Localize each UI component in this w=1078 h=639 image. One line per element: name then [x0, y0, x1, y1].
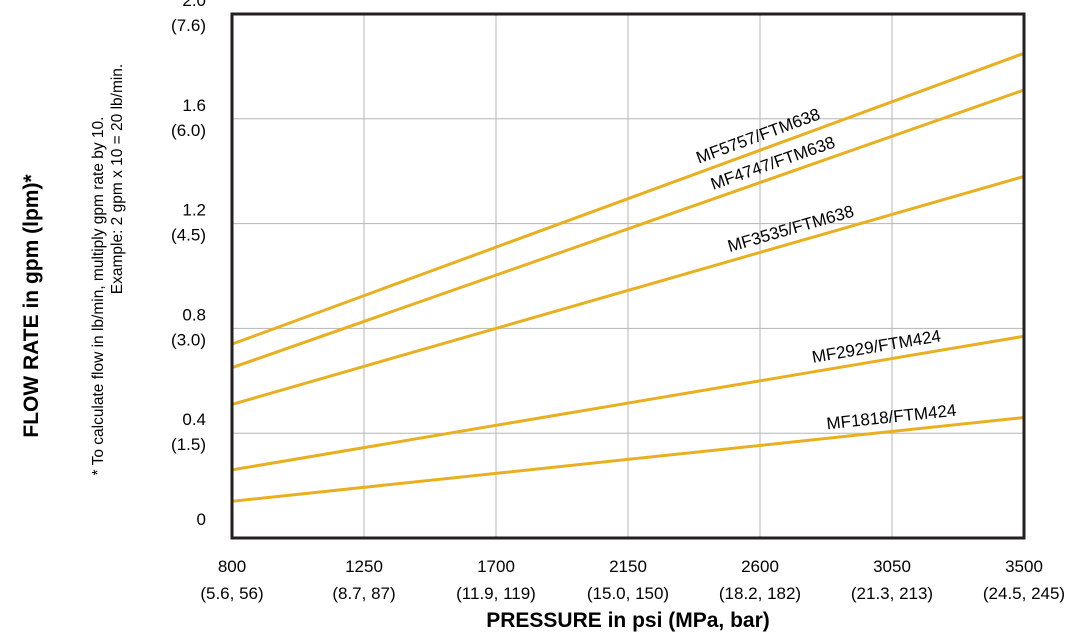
y-tick-label: 0.4 [182, 410, 206, 429]
x-axis-title: PRESSURE in psi (MPa, bar) [486, 609, 770, 632]
series-lines [231, 51, 1025, 503]
y-tick-sublabel: (3.0) [171, 330, 206, 349]
series-line-5 [231, 415, 1025, 503]
x-tick-label: 800 [218, 557, 246, 576]
y-tick-sublabel: (4.5) [171, 226, 206, 245]
x-tick-label: 2150 [609, 557, 647, 576]
x-tick-sublabel: (11.9, 119) [456, 584, 536, 603]
series-line-3 [231, 174, 1025, 406]
y-tick-sublabel: (6.0) [171, 121, 206, 140]
y-tick-sublabel: (1.5) [171, 435, 206, 454]
series-line-4 [231, 334, 1025, 472]
x-tick-sublabel: (24.5, 245) [983, 584, 1065, 603]
x-tick-sublabel: (8.7, 87) [332, 584, 395, 603]
x-tick-labels: 800 (5.6, 56) 1250 (8.7, 87) 1700 (11.9, 119)… [200, 557, 1065, 603]
y-tick-label: 0 [197, 510, 206, 529]
series-line-1 [231, 51, 1025, 346]
x-tick-label: 1700 [477, 557, 515, 576]
x-tick-label: 1250 [345, 557, 383, 576]
x-tick-label: 3500 [1005, 557, 1043, 576]
footnote-line-1: * To calculate flow in lb/min, multiply … [90, 117, 107, 476]
x-tick-sublabel: (21.3, 213) [851, 584, 933, 603]
x-tick-sublabel: (18.2, 182) [719, 584, 801, 603]
y-tick-labels: 0 0.4 (1.5) 0.8 (3.0) 1.2 (4.5) 1.6 (6.0) 2.0 (7.6… [171, 0, 206, 529]
footnote-line-2: Example: 2 gpm x 10 = 20 lb/min. [109, 64, 126, 294]
y-tick-label: 1.2 [182, 201, 206, 220]
y-tick-label: 1.6 [182, 96, 206, 115]
x-tick-sublabel: (15.0, 150) [587, 584, 669, 603]
x-tick-sublabel: (5.6, 56) [200, 584, 263, 603]
x-tick-label: 2600 [741, 557, 779, 576]
series-line-2 [231, 88, 1025, 370]
plot-frame [230, 12, 1026, 540]
y-tick-label: 0.8 [182, 305, 206, 324]
y-axis-title: FLOW RATE in gpm (lpm)* [20, 174, 43, 438]
x-tick-label: 3050 [873, 557, 911, 576]
y-tick-label: 2.0 [182, 0, 206, 10]
series-label-3: MF3535/FTM638 [725, 202, 856, 256]
y-tick-sublabel: (7.6) [171, 16, 206, 35]
series-label-5: MF1818/FTM424 [826, 401, 958, 434]
